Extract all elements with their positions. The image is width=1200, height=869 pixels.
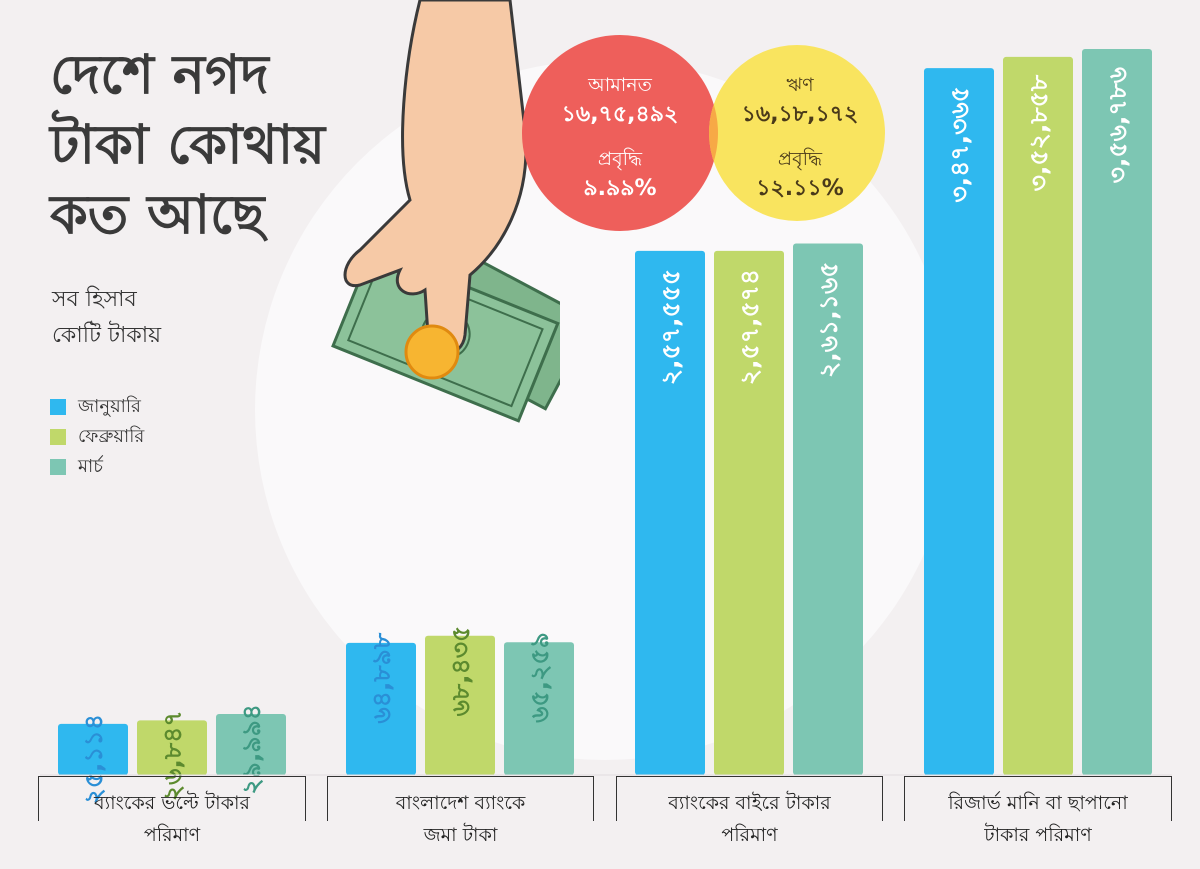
- category-label-3-line-1: ব্যাংকের বাইরে টাকার: [668, 792, 831, 814]
- deposit-loan-venn: [522, 35, 885, 231]
- category-label-2: বাংলাদেশ ব্যাংকে জমা টাকা: [327, 776, 594, 851]
- deposit-growth-label: প্রবৃদ্ধি: [597, 148, 643, 170]
- title-line-2: টাকা কোথায়: [50, 113, 326, 176]
- deposit-info: আমানত ১৬,৭৫,৪৯২ প্রবৃদ্ধি ৯.৯৯%: [535, 70, 705, 204]
- loan-info: ঋণ ১৬,১৮,১৭২ প্রবৃদ্ধি ১২.১১%: [715, 70, 885, 204]
- category-label-4-line-1: রিজার্ভ মানি বা ছাপানো: [948, 792, 1128, 814]
- loan-value: ১৬,১৮,১৭২: [741, 102, 859, 127]
- data-label-march-group-1: ২৯,৯৯৪: [237, 704, 266, 795]
- unit-note-line-2: কোটি টাকায়: [52, 323, 162, 348]
- data-label-january-group-2: ৬৪,৮৯৮: [367, 632, 396, 723]
- data-label-march-group-3: ২,৬১,১৬৫: [814, 262, 843, 378]
- category-label-3: ব্যাংকের বাইরে টাকার পরিমাণ: [616, 776, 883, 851]
- title-line-1: দেশে নগদ: [50, 43, 269, 106]
- legend-swatch-february: [50, 429, 66, 445]
- legend-label-february: ফেব্রুয়ারি: [78, 425, 145, 447]
- data-label-march-group-2: ৬৫,২৫৯: [525, 632, 554, 723]
- data-label-january-group-3: ২,৫৭,৫৫৫: [656, 269, 685, 385]
- loan-growth-label: প্রবৃদ্ধি: [777, 148, 823, 170]
- bar-february-group-3: [714, 250, 784, 775]
- data-label-february-group-4: ৩,৫২,৮৫৮: [1024, 74, 1053, 191]
- category-label-3-line-2: পরিমাণ: [721, 824, 778, 846]
- title-line-3: কত আছে: [50, 183, 265, 246]
- category-label-1: ব্যাংকের ভল্টে টাকার পরিমাণ: [38, 776, 306, 851]
- category-label-1-line-2: পরিমাণ: [143, 824, 201, 846]
- bar-february-group-2: [425, 635, 495, 775]
- loan-label: ঋণ: [786, 74, 814, 96]
- bar-january-group-3: [635, 250, 705, 775]
- data-label-march-group-4: ৩,৫৬,৭৮৬: [1103, 67, 1132, 183]
- bar-january-group-2: [346, 642, 416, 775]
- bar-february-group-1: [137, 720, 207, 775]
- category-label-1-line-1: ব্যাংকের ভল্টে টাকার: [94, 792, 250, 814]
- deposit-value: ১৬,৭৫,৪৯২: [561, 102, 679, 127]
- legend-item-february: ফেব্রুয়ারি: [50, 422, 144, 452]
- legend-label-january: জানুয়ারি: [78, 395, 141, 417]
- deposit-label: আমানত: [588, 74, 652, 96]
- coin: [404, 324, 460, 380]
- bar-march-group-1: [216, 713, 286, 775]
- legend-item-january: জানুয়ারি: [50, 392, 144, 422]
- bar-february-group-4: [1003, 56, 1073, 776]
- chart-legend: জানুয়ারি ফেব্রুয়ারি মার্চ: [50, 392, 144, 482]
- bar-january-group-1: [58, 723, 128, 775]
- bar-march-group-2: [504, 642, 574, 775]
- legend-swatch-january: [50, 399, 66, 415]
- deposit-growth: ৯.৯৯%: [583, 176, 657, 201]
- bar-march-group-3: [793, 243, 863, 775]
- hand-with-money-illustration: [331, 0, 560, 423]
- category-label-4-line-2: টাকার পরিমাণ: [984, 824, 1092, 846]
- loan-growth: ১২.১১%: [756, 176, 844, 201]
- bar-march-group-4: [1082, 48, 1152, 775]
- hand-shape: [343, 0, 528, 356]
- data-label-february-group-1: ২৬,৮৪৭: [158, 710, 187, 801]
- data-label-february-group-2: ৬৮,৪৩৫: [446, 626, 475, 717]
- category-label-4: রিজার্ভ মানি বা ছাপানো টাকার পরিমাণ: [904, 776, 1172, 851]
- legend-item-march: মার্চ: [50, 452, 144, 482]
- unit-note-line-1: সব হিসাব: [52, 287, 137, 312]
- page-title: দেশে নগদ টাকা কোথায় কত আছে: [50, 40, 325, 250]
- legend-label-march: মার্চ: [78, 455, 103, 477]
- category-label-2-line-1: বাংলাদেশ ব্যাংকে: [395, 792, 526, 814]
- legend-swatch-march: [50, 459, 66, 475]
- data-label-january-group-1: ২৫,১১৪: [79, 714, 108, 805]
- loan-circle: [709, 45, 885, 221]
- bar-january-group-4: [924, 68, 994, 775]
- data-label-january-group-4: ৩,৪৭,৩৬৫: [945, 86, 974, 202]
- category-label-2-line-2: জমা টাকা: [423, 824, 498, 846]
- data-label-february-group-3: ২,৫৭,৫৭৪: [735, 269, 764, 385]
- unit-note: সব হিসাব কোটি টাকায়: [52, 282, 161, 354]
- deposit-circle: [522, 35, 718, 231]
